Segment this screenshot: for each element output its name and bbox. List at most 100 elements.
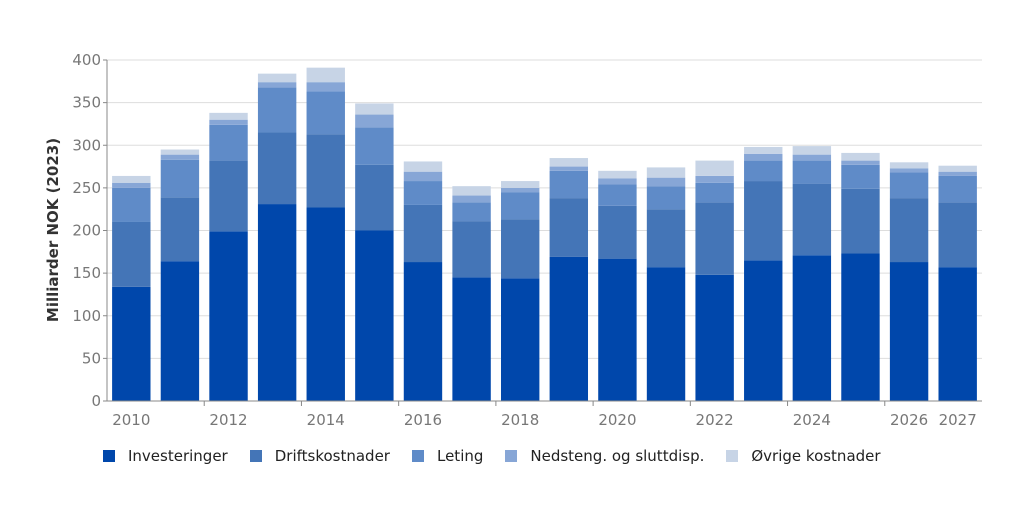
bar-segment — [841, 253, 880, 401]
bar-segment — [598, 178, 637, 185]
bar-segment — [160, 261, 200, 401]
legend-swatch — [249, 450, 262, 462]
bar-segment — [695, 175, 734, 183]
bar-segment — [355, 230, 394, 401]
legend-label: Leting — [436, 447, 484, 465]
bar-segment — [257, 73, 297, 83]
x-tick-label: 2024 — [793, 411, 831, 429]
bar-segment — [403, 204, 443, 263]
bar-segment — [695, 160, 734, 176]
legend-swatch — [411, 450, 424, 462]
bar-segment — [355, 103, 394, 115]
bar-segment — [112, 286, 151, 401]
bar-segment — [452, 277, 491, 401]
legend: Investeringer Driftskostnader Leting Nedste… — [103, 447, 903, 465]
y-tick-label: 0 — [91, 392, 101, 410]
bar-segment — [889, 162, 929, 169]
legend-swatch — [103, 450, 115, 462]
bars — [112, 67, 977, 401]
legend-item: Investeringer — [103, 447, 228, 465]
x-tick-label: 2026 — [890, 411, 928, 429]
bar-segment — [889, 168, 929, 173]
bar-segment — [889, 172, 929, 199]
bar-segment — [500, 219, 540, 279]
x-tick-label: 2020 — [598, 411, 636, 429]
bar-segment — [112, 175, 151, 183]
bar-segment — [938, 202, 977, 268]
bar-segment — [549, 166, 589, 171]
bar-segment — [355, 114, 394, 128]
bar-segment — [549, 198, 589, 257]
bar-segment — [452, 186, 491, 196]
bar-segment — [744, 146, 783, 154]
bar-segment — [549, 256, 589, 401]
bar-segment — [306, 91, 345, 135]
bar-segment — [792, 146, 832, 155]
bar-segment — [160, 197, 200, 262]
y-tick-label: 300 — [72, 136, 101, 154]
bar-segment — [209, 231, 248, 401]
bar-segment — [112, 187, 151, 222]
bar-segment — [355, 164, 394, 231]
legend-swatch — [505, 450, 518, 462]
x-tick-label: 2022 — [696, 411, 734, 429]
y-tick-label: 50 — [82, 349, 101, 367]
legend-label: Driftskostnader — [274, 447, 390, 465]
legend-label: Nedsteng. og sluttdisp. — [530, 447, 705, 465]
bar-segment — [744, 153, 783, 161]
bar-segment — [160, 149, 200, 155]
bar-segment — [500, 192, 540, 220]
bar-segment — [841, 152, 880, 161]
bar-segment — [306, 207, 345, 401]
legend-label: Investeringer — [128, 447, 228, 465]
bar-segment — [744, 160, 783, 182]
legend-swatch — [726, 450, 739, 462]
bar-segment — [889, 198, 929, 263]
bar-segment — [403, 262, 443, 401]
bar-segment — [695, 202, 734, 275]
bar-segment — [598, 205, 637, 259]
bar-segment — [646, 186, 686, 210]
bar-segment — [841, 164, 880, 189]
bar-segment — [695, 274, 734, 401]
bar-segment — [160, 159, 200, 198]
y-tick-label: 400 — [72, 51, 101, 69]
bar-segment — [744, 181, 783, 261]
bar-segment — [209, 119, 248, 125]
legend-label: Øvrige kostnader — [751, 447, 881, 465]
bar-segment — [646, 167, 686, 178]
y-tick-label: 150 — [72, 264, 101, 282]
y-tick-label: 350 — [72, 94, 101, 112]
x-tick-label: 2018 — [501, 411, 539, 429]
bar-segment — [257, 82, 297, 88]
bar-segment — [549, 158, 589, 167]
y-tick-labels: 0 50 100 150 200 250 300 350 400 — [72, 51, 107, 410]
legend-item: Øvrige kostnader — [726, 447, 881, 465]
bar-segment — [938, 175, 977, 203]
bar-segment — [598, 184, 637, 206]
bar-segment — [403, 171, 443, 182]
bar-segment — [938, 171, 977, 176]
legend-item: Driftskostnader — [249, 447, 390, 465]
gridlines — [107, 59, 982, 402]
bar-segment — [306, 82, 345, 92]
x-tick-label: 2012 — [209, 411, 247, 429]
bar-segment — [403, 161, 443, 172]
bar-segment — [452, 195, 491, 203]
bar-segment — [257, 132, 297, 205]
bar-segment — [257, 87, 297, 133]
bar-segment — [841, 188, 880, 254]
bar-segment — [160, 154, 200, 160]
bar-segment — [792, 154, 832, 161]
legend-item: Nedsteng. og sluttdisp. — [505, 447, 704, 465]
x-tick-label: 2016 — [404, 411, 442, 429]
bar-segment — [792, 160, 832, 184]
bar-segment — [598, 170, 637, 179]
bar-segment — [209, 124, 248, 161]
y-axis-label: Milliarder NOK (2023) — [44, 138, 62, 322]
x-tick-label: 2010 — [112, 411, 150, 429]
y-tick-label: 200 — [72, 222, 101, 240]
bar-segment — [112, 182, 151, 188]
bar-segment — [500, 278, 540, 401]
